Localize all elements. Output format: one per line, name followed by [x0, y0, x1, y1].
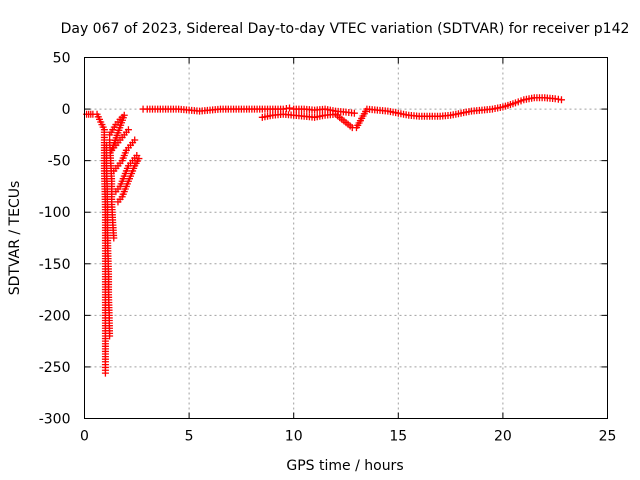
data-point	[465, 108, 473, 116]
y-tick-label: -50	[48, 154, 71, 170]
data-point	[133, 157, 141, 165]
data-point	[107, 128, 115, 136]
y-axis-title: SDTVAR / TECUs	[7, 181, 23, 296]
data-point	[101, 366, 109, 374]
chart-title: Day 067 of 2023, Sidereal Day-to-day VTE…	[61, 21, 630, 37]
data-point	[129, 139, 137, 147]
data-point	[496, 104, 504, 112]
axis-ticks	[84, 57, 608, 419]
data-point	[329, 110, 337, 118]
data-point	[114, 139, 122, 147]
data-point	[118, 133, 126, 141]
x-axis-title: GPS time / hours	[286, 458, 403, 474]
data-point	[346, 122, 354, 130]
data-point	[110, 231, 118, 239]
data-point	[125, 175, 133, 183]
data-point	[116, 159, 124, 167]
data-point	[121, 185, 129, 193]
data-point	[392, 109, 400, 117]
data-point	[123, 164, 131, 172]
data-point	[517, 97, 525, 105]
y-tick-label: -300	[39, 412, 71, 428]
data-point	[549, 94, 557, 102]
data-point	[110, 123, 118, 131]
x-tick-label: 5	[185, 429, 194, 445]
y-tick-label: -200	[39, 308, 71, 324]
data-point	[348, 109, 356, 117]
x-tick-label: 10	[285, 429, 303, 445]
data-point	[454, 110, 462, 118]
data-point	[112, 164, 120, 172]
data-point	[99, 123, 107, 131]
data-point	[116, 195, 124, 203]
data-point	[130, 164, 138, 172]
data-point	[110, 144, 118, 152]
y-tick-label: 50	[53, 51, 71, 67]
x-tick-label: 0	[80, 429, 89, 445]
data-point	[554, 95, 562, 103]
data-point	[381, 107, 389, 115]
data-point	[486, 105, 494, 113]
data-point	[444, 112, 452, 120]
x-tick-label: 20	[494, 429, 512, 445]
data-point	[106, 329, 114, 337]
data-points	[83, 94, 565, 377]
data-point	[124, 144, 132, 152]
tick-labels: 0 5 10 15 20 25 50 0 -50 -100 -150 -200 -250 -300	[39, 51, 617, 445]
y-tick-label: -100	[39, 205, 71, 221]
data-point	[509, 100, 517, 108]
data-point	[122, 128, 130, 136]
data-point	[318, 112, 326, 120]
x-tick-label: 15	[389, 429, 407, 445]
y-tick-label: 0	[62, 102, 71, 118]
data-point	[282, 105, 290, 113]
data-point	[266, 112, 274, 120]
data-point	[119, 175, 127, 183]
data-point	[121, 149, 129, 157]
y-tick-label: -250	[39, 360, 71, 376]
data-point	[114, 185, 122, 193]
y-tick-label: -150	[39, 257, 71, 273]
data-point	[362, 107, 370, 115]
x-tick-label: 25	[599, 429, 617, 445]
plot-frame	[84, 57, 608, 419]
data-point	[402, 111, 410, 119]
